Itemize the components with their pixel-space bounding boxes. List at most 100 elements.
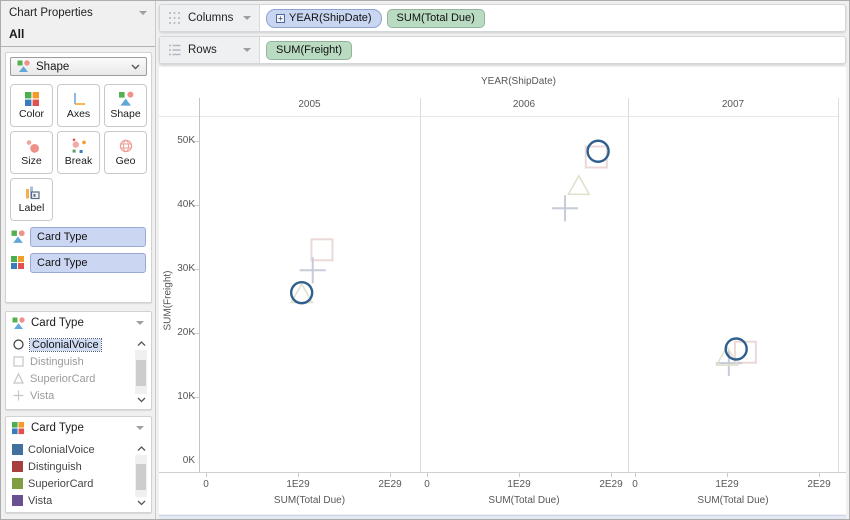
scroll-down-icon[interactable] bbox=[137, 394, 146, 406]
rows-shelf-label[interactable]: Rows bbox=[160, 37, 260, 63]
y-tick-label: 10K bbox=[177, 391, 195, 402]
geo-icon bbox=[119, 139, 132, 153]
facet-axis-title: YEAR(ShipDate) bbox=[480, 76, 557, 87]
grid-line bbox=[159, 116, 838, 117]
data-point-SuperiorCard-2007[interactable] bbox=[715, 345, 739, 366]
legend-item-Distinguish[interactable]: Distinguish bbox=[12, 353, 131, 370]
data-point-ColonialVoice-2007[interactable] bbox=[724, 337, 748, 361]
grid-line bbox=[194, 269, 199, 270]
color-encoding-field: Card Type bbox=[10, 253, 147, 273]
chevron-down-icon bbox=[131, 64, 140, 69]
data-point-Distinguish-2005[interactable] bbox=[310, 238, 334, 262]
tool-buttons: Color Axes Shape bbox=[10, 84, 147, 221]
legend-item-ColonialVoice[interactable]: ColonialVoice bbox=[12, 441, 131, 458]
scroll-up-icon[interactable] bbox=[137, 338, 146, 350]
scroll-down-icon[interactable] bbox=[137, 497, 146, 509]
grid-line bbox=[199, 98, 200, 472]
shape-button[interactable]: Shape bbox=[104, 84, 147, 127]
legend-menu-icon[interactable] bbox=[136, 321, 144, 325]
y-tick-label: 30K bbox=[177, 263, 195, 274]
shape-field-pill[interactable]: Card Type bbox=[30, 227, 146, 247]
label-button[interactable]: Label bbox=[10, 178, 53, 221]
expand-icon[interactable]: + bbox=[276, 13, 285, 23]
legend-item-SuperiorCard[interactable]: SuperiorCard bbox=[12, 475, 131, 492]
legend-item-Vista[interactable]: Vista bbox=[12, 387, 131, 404]
grid-line bbox=[427, 473, 428, 477]
legend-item-Distinguish[interactable]: Distinguish bbox=[12, 458, 131, 475]
shelf-menu-icon[interactable] bbox=[243, 48, 251, 52]
size-button[interactable]: Size bbox=[10, 131, 53, 174]
data-point-Vista-2005[interactable] bbox=[299, 257, 326, 284]
pill-year-shipdate[interactable]: + YEAR(ShipDate) bbox=[266, 8, 382, 28]
color-swatch bbox=[12, 495, 23, 506]
geo-button[interactable]: Geo bbox=[104, 131, 147, 174]
shape-encoding-field: Card Type bbox=[10, 227, 147, 247]
data-point-ColonialVoice-2005[interactable] bbox=[289, 280, 314, 305]
y-tick-label: 50K bbox=[177, 135, 195, 146]
facet-label-2005: 2005 bbox=[298, 99, 321, 110]
scroll-track[interactable] bbox=[135, 350, 147, 394]
columns-grip-icon bbox=[169, 12, 180, 24]
grid-line bbox=[420, 98, 421, 472]
x-axis-title: SUM(Total Due) bbox=[488, 495, 560, 506]
grid-line bbox=[635, 473, 636, 477]
columns-shelf-label[interactable]: Columns bbox=[160, 5, 260, 31]
break-button[interactable]: Break bbox=[57, 131, 100, 174]
scroll-thumb[interactable] bbox=[136, 464, 146, 490]
section-all: All bbox=[1, 23, 155, 47]
legend-menu-icon[interactable] bbox=[136, 426, 144, 430]
triangle-marker-icon bbox=[13, 372, 24, 384]
legend-item-label: ColonialVoice bbox=[28, 443, 95, 456]
grid-line bbox=[611, 473, 612, 477]
grid-line bbox=[194, 141, 199, 142]
encoding-type-dropdown[interactable]: Shape bbox=[10, 57, 147, 76]
legend-item-SuperiorCard[interactable]: SuperiorCard bbox=[12, 370, 131, 387]
data-point-Vista-2006[interactable] bbox=[552, 195, 578, 222]
horizontal-scrollbar[interactable] bbox=[159, 515, 846, 519]
columns-pill-area: + YEAR(ShipDate) SUM(Total Due) bbox=[260, 5, 485, 31]
dropdown-value: Shape bbox=[36, 60, 70, 73]
color-legend: Card Type ColonialVoice Distinguish Superi… bbox=[5, 416, 152, 513]
x-axis-title: SUM(Total Due) bbox=[273, 495, 346, 506]
shape-legend-items: ColonialVoice Distinguish SuperiorCard Vist… bbox=[6, 334, 151, 404]
legend-item-ColonialVoice[interactable]: ColonialVoice bbox=[12, 336, 131, 353]
axes-button[interactable]: Axes bbox=[57, 84, 100, 127]
pill-sum-freight[interactable]: SUM(Freight) bbox=[266, 40, 353, 60]
grid-line bbox=[194, 397, 199, 398]
x-tick-label: 0 bbox=[632, 479, 638, 490]
shape-encoding-icon bbox=[17, 60, 30, 72]
legend-item-label: Distinguish bbox=[28, 460, 82, 473]
color-swatch bbox=[12, 444, 23, 455]
legend-item-Vista[interactable]: Vista bbox=[12, 492, 131, 509]
facet-label-2006: 2006 bbox=[512, 99, 536, 110]
data-point-Distinguish-2007[interactable] bbox=[733, 340, 757, 364]
grid-line bbox=[194, 205, 199, 206]
legend-item-label: Distinguish bbox=[30, 355, 84, 368]
shape-legend-scrollbar bbox=[134, 338, 148, 406]
data-point-ColonialVoice-2006[interactable] bbox=[586, 139, 610, 163]
shelf-menu-icon[interactable] bbox=[243, 16, 251, 20]
columns-shelf: Columns + YEAR(ShipDate) SUM(Total Due) bbox=[159, 4, 846, 32]
shape-legend: Card Type ColonialVoice Distinguish Superi… bbox=[5, 311, 152, 410]
scroll-track[interactable] bbox=[135, 455, 147, 497]
encoding-panel: Shape Color A bbox=[5, 52, 152, 303]
shape-icon bbox=[118, 91, 133, 106]
legend-item-label: Vista bbox=[30, 389, 55, 402]
x-tick-label: 1E29 bbox=[715, 479, 739, 490]
color-button[interactable]: Color bbox=[10, 84, 53, 127]
shape-legend-title: Card Type bbox=[31, 317, 84, 329]
square-marker-icon bbox=[13, 356, 24, 367]
shape-encoding-icon bbox=[11, 230, 25, 243]
color-swatch bbox=[12, 478, 23, 489]
x-tick-label: 1E29 bbox=[286, 479, 310, 490]
pill-sum-total-due[interactable]: SUM(Total Due) bbox=[386, 8, 485, 28]
data-point-Vista-2007[interactable] bbox=[715, 350, 742, 377]
facet-label-2007: 2007 bbox=[721, 99, 745, 110]
scroll-thumb[interactable] bbox=[136, 360, 146, 386]
scroll-up-icon[interactable] bbox=[137, 443, 146, 455]
x-axis-title: SUM(Total Due) bbox=[697, 495, 769, 506]
collapse-arrow-icon[interactable] bbox=[139, 11, 147, 15]
data-point-SuperiorCard-2006[interactable] bbox=[566, 174, 591, 196]
color-field-pill[interactable]: Card Type bbox=[30, 253, 146, 273]
